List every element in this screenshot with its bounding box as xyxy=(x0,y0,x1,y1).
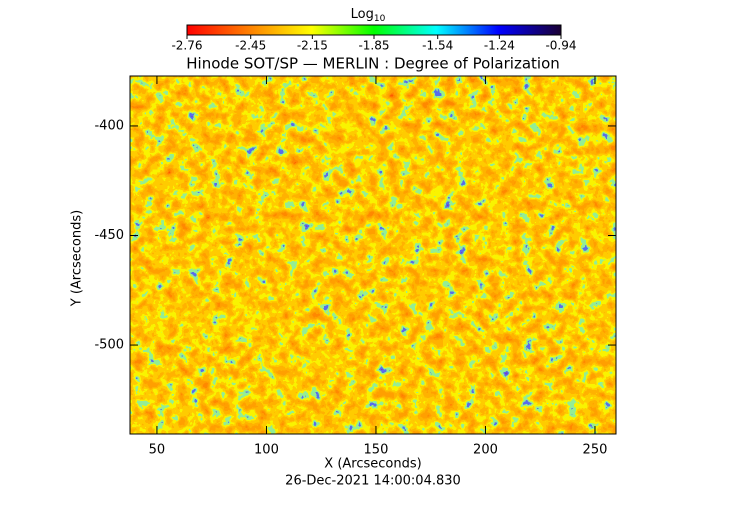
colorbar-tick-label: -2.15 xyxy=(297,39,328,53)
colorbar-tick-label: -1.54 xyxy=(422,39,453,53)
timestamp: 26-Dec-2021 14:00:04.830 xyxy=(285,474,461,489)
colorbar-tick-label: -0.94 xyxy=(545,39,576,53)
x-tick-label: 250 xyxy=(583,443,608,458)
plot-frame xyxy=(129,75,617,435)
heatmap-image xyxy=(130,76,616,434)
x-tick-label: 200 xyxy=(473,443,498,458)
y-tick-label: -450 xyxy=(94,228,124,243)
x-tick-label: 100 xyxy=(254,443,279,458)
x-tick-label: 150 xyxy=(364,443,389,458)
colorbar-tick-label: -1.85 xyxy=(358,39,389,53)
colorbar xyxy=(186,24,562,36)
y-axis-label: Y (Arcseconds) xyxy=(70,210,85,307)
colorbar-tick-label: -1.24 xyxy=(484,39,515,53)
colorbar-tick-label: -2.76 xyxy=(171,39,202,53)
colorbar-label-text: Log xyxy=(351,7,374,22)
x-tick-label: 50 xyxy=(149,443,166,458)
y-tick-label: -500 xyxy=(94,338,124,353)
chart-title: Hinode SOT/SP — MERLIN : Degree of Polar… xyxy=(186,55,560,73)
colorbar-label-sub: 10 xyxy=(374,14,386,24)
x-axis-label: X (Arcseconds) xyxy=(324,457,421,472)
colorbar-tick-label: -2.45 xyxy=(235,39,266,53)
y-tick-label: -400 xyxy=(94,118,124,133)
colorbar-label: Log10 xyxy=(351,7,386,24)
